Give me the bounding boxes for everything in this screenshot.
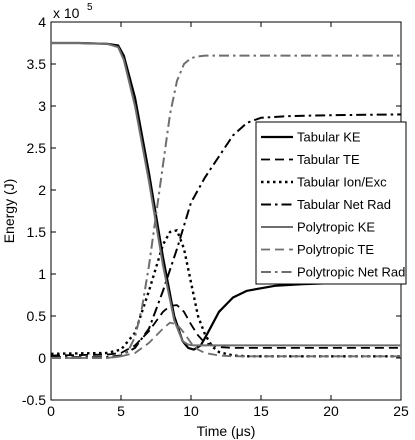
series-line-tabular-ke xyxy=(51,41,401,351)
y-tick-label: 1 xyxy=(38,266,46,282)
y-tick-label: 3.5 xyxy=(27,56,47,72)
legend-box xyxy=(255,121,407,285)
legend-label: Polytropic Net Rad xyxy=(297,265,405,280)
y-axis-label: Energy (J) xyxy=(1,179,17,244)
y-tick-label: 0.5 xyxy=(27,308,47,324)
legend-label: Polytropic KE xyxy=(297,220,375,235)
legend-label: Tabular Ion/Exc xyxy=(297,175,387,190)
axis-ticks: 0 5 10 15 20 25-0.500.511.522.533.54 xyxy=(22,14,409,419)
x-tick-label: 5 xyxy=(117,403,125,419)
legend: Tabular KE Tabular TE Tabular Ion/Exc Tabul… xyxy=(255,121,407,285)
legend-label: Tabular Net Rad xyxy=(297,197,391,212)
x-axis-label: Time (μs) xyxy=(197,423,256,439)
legend-label: Polytropic TE xyxy=(297,242,374,257)
y-tick-label: 2 xyxy=(38,182,46,198)
legend-label: Tabular TE xyxy=(297,152,360,167)
y-tick-label: -0.5 xyxy=(22,392,46,408)
x-tick-label: 15 xyxy=(253,403,269,419)
series-line-polytropic-net-rad xyxy=(51,54,401,359)
y-tick-label: 2.5 xyxy=(27,140,47,156)
x-tick-label: 0 xyxy=(47,403,55,419)
y-multiplier-base: x 10 xyxy=(53,5,80,21)
series-line-tabular-ion-exc xyxy=(50,229,401,358)
legend-items: Tabular KE Tabular TE Tabular Ion/Exc Tabul… xyxy=(261,130,405,280)
series-layer xyxy=(50,41,402,359)
series-line-polytropic-te xyxy=(51,321,401,359)
x-tick-label: 10 xyxy=(183,403,199,419)
series-line-tabular-te xyxy=(50,304,401,357)
y-multiplier-exponent: 5 xyxy=(87,2,93,13)
y-tick-label: 4 xyxy=(38,14,46,30)
legend-label: Tabular KE xyxy=(297,130,361,145)
x-tick-label: 25 xyxy=(393,403,409,419)
y-tick-label: 3 xyxy=(38,98,46,114)
y-multiplier: x 10 5 xyxy=(53,2,93,21)
x-tick-label: 20 xyxy=(323,403,339,419)
series-line-tabular-net-rad xyxy=(51,113,402,359)
series-line-polytropic-ke xyxy=(51,42,401,347)
y-tick-label: 0 xyxy=(38,350,46,366)
y-tick-label: 1.5 xyxy=(27,224,47,240)
